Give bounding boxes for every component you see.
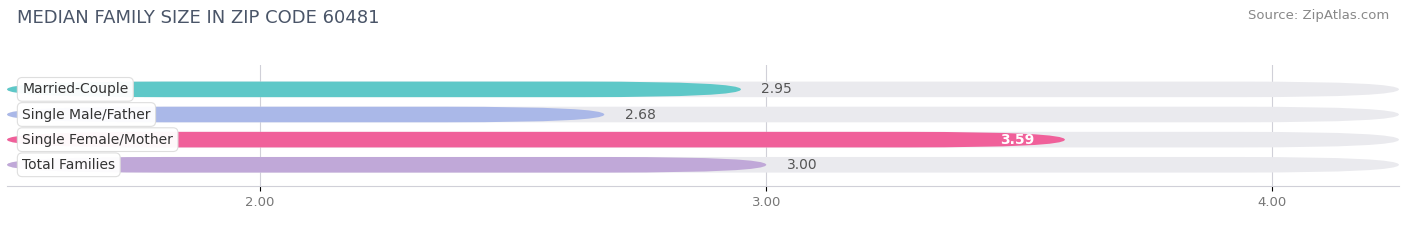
Text: 3.59: 3.59 (1000, 133, 1035, 147)
FancyBboxPatch shape (7, 132, 1399, 147)
Text: Source: ZipAtlas.com: Source: ZipAtlas.com (1249, 9, 1389, 22)
FancyBboxPatch shape (7, 82, 1399, 97)
Text: MEDIAN FAMILY SIZE IN ZIP CODE 60481: MEDIAN FAMILY SIZE IN ZIP CODE 60481 (17, 9, 380, 27)
FancyBboxPatch shape (7, 107, 605, 122)
Text: 2.95: 2.95 (761, 82, 792, 96)
FancyBboxPatch shape (7, 82, 741, 97)
Text: Single Male/Father: Single Male/Father (22, 107, 150, 121)
Text: Total Families: Total Families (22, 158, 115, 172)
FancyBboxPatch shape (7, 132, 1064, 147)
Text: Married-Couple: Married-Couple (22, 82, 128, 96)
Text: 2.68: 2.68 (624, 107, 655, 121)
FancyBboxPatch shape (7, 107, 1399, 122)
Text: 3.00: 3.00 (786, 158, 817, 172)
Text: Single Female/Mother: Single Female/Mother (22, 133, 173, 147)
FancyBboxPatch shape (7, 157, 1399, 173)
FancyBboxPatch shape (7, 157, 766, 173)
